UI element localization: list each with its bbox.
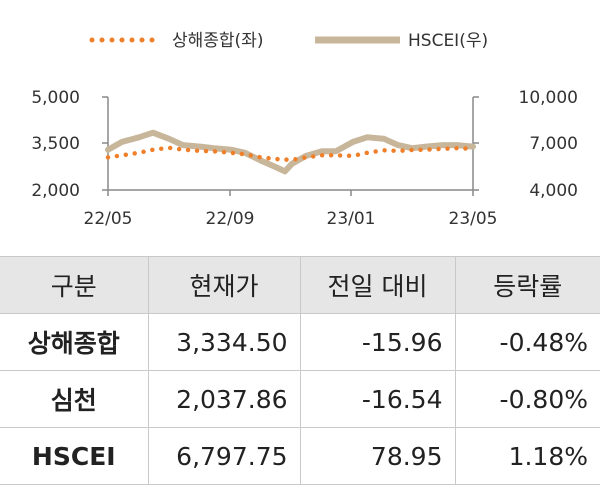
row-change-rate: 1.18%	[455, 427, 600, 485]
right-tick-labels: 10,000 7,000 4,000	[519, 88, 578, 201]
row-name: HSCEI	[0, 427, 149, 485]
table-row: 심천 2,037.86 -16.54 -0.80%	[0, 370, 600, 428]
table-row: HSCEI 6,797.75 78.95 1.18%	[0, 427, 600, 485]
right-tick-label: 4,000	[529, 181, 578, 201]
header-current-price: 현재가	[148, 256, 301, 314]
x-tick-label: 22/09	[206, 209, 255, 229]
left-tick-labels: 5,000 3,500 2,000	[31, 88, 80, 201]
series-line-shanghai	[105, 145, 476, 163]
row-current-price: 2,037.86	[148, 370, 301, 428]
quote-table: 구분 현재가 전일 대비 등락률 상해종합 3,334.50 -15.96 -0…	[0, 256, 600, 485]
row-current-price: 3,334.50	[148, 313, 301, 371]
header-change: 전일 대비	[300, 256, 456, 314]
row-change-rate: -0.80%	[455, 370, 600, 428]
row-change: -16.54	[300, 370, 456, 428]
x-tick-label: 23/01	[327, 209, 376, 229]
right-tick-label: 10,000	[519, 88, 578, 108]
series-line-hscei	[105, 129, 476, 175]
row-change: -15.96	[300, 313, 456, 371]
row-current-price: 6,797.75	[148, 427, 301, 485]
index-chart: 상해종합(좌) HSCEI(우) 5,000 3,500 2,000 10,00…	[31, 31, 578, 229]
left-tick-label: 3,500	[31, 134, 80, 154]
row-change-rate: -0.48%	[455, 313, 600, 371]
left-tick-label: 2,000	[31, 181, 80, 201]
header-row: 구분 현재가 전일 대비 등락률	[0, 256, 600, 314]
table-row: 상해종합 3,334.50 -15.96 -0.48%	[0, 313, 600, 371]
row-change: 78.95	[300, 427, 456, 485]
header-category: 구분	[0, 256, 149, 314]
legend-label-hscei: HSCEI(우)	[408, 31, 488, 51]
table-body: 상해종합 3,334.50 -15.96 -0.48% 심천 2,037.86 …	[0, 313, 600, 485]
series-layer	[105, 129, 476, 175]
header-change-rate: 등락률	[455, 256, 600, 314]
axes	[102, 96, 479, 196]
table-header: 구분 현재가 전일 대비 등락률	[0, 256, 600, 314]
row-name: 심천	[0, 370, 149, 428]
right-tick-label: 7,000	[529, 134, 578, 154]
left-tick-label: 5,000	[31, 88, 80, 108]
x-tick-label: 23/05	[449, 209, 498, 229]
legend: 상해종합(좌) HSCEI(우)	[89, 31, 488, 51]
x-tick-label: 22/05	[84, 209, 133, 229]
legend-label-shanghai: 상해종합(좌)	[172, 31, 263, 51]
x-tick-labels: 22/05 22/09 23/01 23/05	[84, 209, 498, 229]
row-name: 상해종합	[0, 313, 149, 371]
